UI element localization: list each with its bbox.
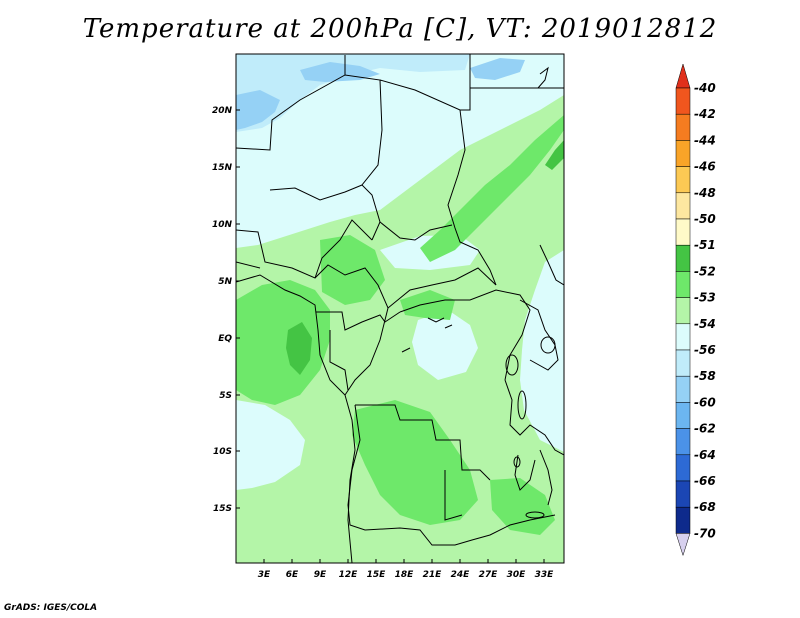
colorbar-segment <box>675 323 691 351</box>
colorbar: -40 -42 -44 -46 -48 -50 -51 -52 -53 -54 -56 -58 -60 -… <box>675 63 716 557</box>
lat-tick-label: 20N <box>212 106 233 116</box>
map-title: Temperature at 200hPa [C], VT: 201901281… <box>82 14 718 44</box>
colorbar-top-arrow <box>675 63 691 89</box>
map-frame <box>235 53 565 564</box>
colorbar-label: -64 <box>694 448 716 462</box>
field-green-south <box>352 400 478 525</box>
lat-tick-label: 5N <box>218 277 232 287</box>
colorbar-segment <box>675 349 691 377</box>
colorbar-label: -52 <box>694 264 716 278</box>
lat-tick-label: 5S <box>219 391 232 401</box>
field-cyan-coast <box>236 400 305 490</box>
colorbar-segment <box>675 428 691 456</box>
colorbar-label: -51 <box>694 238 716 252</box>
field-cyan-east <box>520 250 564 452</box>
colorbar-segment <box>675 454 691 482</box>
colorbar-label: -53 <box>694 291 716 305</box>
field-darkgreen-west <box>286 322 312 375</box>
colorbar-label: -58 <box>694 369 716 383</box>
colorbar-label: -54 <box>694 317 716 331</box>
colorbar-label: -46 <box>694 160 716 174</box>
colorbar-segment <box>675 480 691 508</box>
colorbar-label: -44 <box>694 133 716 147</box>
country-borders <box>236 54 564 563</box>
colorbar-segment <box>675 166 691 194</box>
field-green-diagonal-band <box>420 115 564 262</box>
colorbar-label: -62 <box>694 422 716 436</box>
colorbar-segment <box>675 87 691 115</box>
lon-tick-label: 24E <box>451 570 471 580</box>
colorbar-label: -60 <box>694 395 716 409</box>
colorbar-segment <box>675 271 691 298</box>
colorbar-label: -40 <box>694 81 716 95</box>
colorbar-segment <box>675 218 691 246</box>
lon-tick-label: 15E <box>367 570 387 580</box>
lat-tick-label: 15N <box>212 163 233 173</box>
colorbar-label: -48 <box>694 186 716 200</box>
lon-tick-label: 30E <box>507 570 527 580</box>
colorbar-label: -70 <box>694 526 716 540</box>
field-green-central <box>320 235 385 305</box>
field-cyan-center <box>412 310 478 380</box>
lat-tick-label: 10N <box>212 220 233 230</box>
colorbar-label: -66 <box>694 474 716 488</box>
axis-ticks <box>236 109 545 563</box>
colorbar-segment <box>675 297 691 325</box>
field-darkgreen-northeast <box>545 140 564 170</box>
lon-tick-label: 3E <box>258 570 271 580</box>
field-blue-northwest-dark <box>236 90 280 130</box>
colorbar-label: -56 <box>694 343 716 357</box>
colorbar-label: -50 <box>694 212 716 226</box>
colorbar-segment <box>675 192 691 220</box>
field-green-southeast <box>490 478 555 535</box>
lon-tick-label: 21E <box>423 570 443 580</box>
colorbar-label: -42 <box>694 107 716 121</box>
field-blue-northwest <box>236 54 470 132</box>
colorbar-segment <box>675 244 691 272</box>
lon-tick-label: 12E <box>339 570 359 580</box>
lon-tick-label: 18E <box>395 570 415 580</box>
colorbar-segment <box>675 506 691 534</box>
field-green-center-strip <box>400 290 455 320</box>
colorbar-segment <box>675 402 691 429</box>
lon-tick-label: 33E <box>535 570 555 580</box>
colorbar-label: -68 <box>694 500 716 514</box>
colorbar-segment <box>675 140 691 167</box>
lat-tick-label: 15S <box>213 504 232 514</box>
field-green-west <box>236 280 330 405</box>
lon-tick-label: 6E <box>286 570 299 580</box>
lat-tick-label: EQ <box>218 334 232 344</box>
temperature-field <box>236 54 564 563</box>
lon-tick-label: 9E <box>314 570 327 580</box>
colorbar-segment <box>675 375 691 403</box>
lon-tick-label: 27E <box>479 570 499 580</box>
grads-credit: GrADS: IGES/COLA <box>4 603 98 613</box>
lon-labels: 3E 6E 9E 12E 15E 18E 21E 24E 27E 30E 33E <box>258 570 554 580</box>
colorbar-bottom-arrow <box>675 533 691 557</box>
lat-labels: 20N 15N 10N 5N EQ 5S 10S 15S <box>212 106 233 514</box>
field-blue-northeast <box>470 58 525 80</box>
colorbar-segment <box>675 113 691 141</box>
lat-tick-label: 10S <box>213 447 232 457</box>
